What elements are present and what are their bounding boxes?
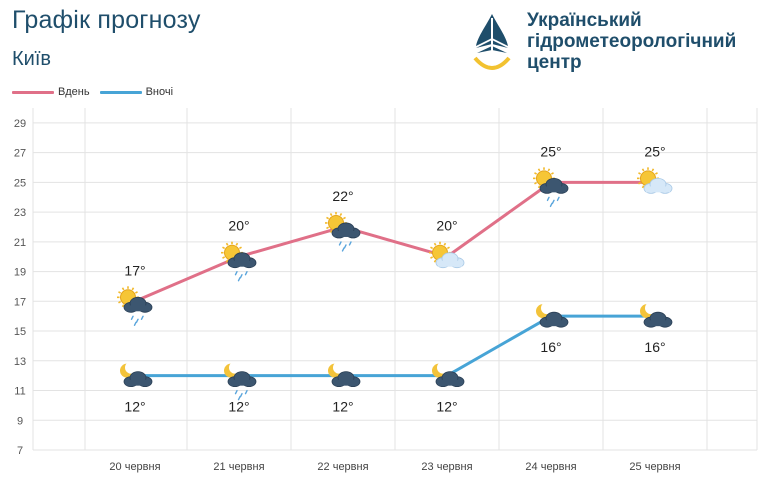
sun-cloud-icon [637,167,673,194]
legend-day-label: Вдень [58,86,90,98]
legend-day-swatch [12,90,54,94]
ukrhydromet-logo: Український гідрометеорологічний центр [462,8,762,78]
sun-cloud-rain-icon [117,286,153,327]
legend-day[interactable]: Вдень [12,86,90,98]
x-tick-label: 23 червня [421,461,472,473]
day-temp-label: 20° [436,218,457,234]
night-temp-label: 12° [332,399,353,415]
y-tick-label: 15 [14,326,26,338]
y-tick-label: 9 [17,415,23,427]
night-temp-label: 16° [540,339,561,355]
legend-night-swatch [99,90,142,94]
sun-cloud-rain-icon [533,167,569,208]
day-temperature-line [134,180,655,303]
chart-legend: Вдень Вночі [12,84,183,100]
y-tick-label: 17 [14,296,26,308]
moon-cloud-icon [328,361,361,388]
x-tick-label: 24 червня [525,461,576,473]
moon-cloud-icon [640,302,673,328]
x-tick-label: 22 червня [317,461,368,473]
y-tick-label: 7 [17,445,23,457]
logo-text: Український гідрометеорологічний центр [527,10,736,73]
legend-night[interactable]: Вночі [99,86,174,98]
y-tick-label: 13 [14,356,26,368]
y-tick-label: 29 [14,118,26,130]
x-tick-label: 25 червня [629,461,680,473]
y-tick-label: 21 [14,237,26,249]
city-name: Київ [12,48,52,70]
day-temp-label: 22° [332,188,353,204]
night-temp-label: 12° [228,399,249,415]
x-tick-label: 21 червня [213,461,264,473]
y-tick-label: 11 [14,386,25,398]
moon-cloud-rain-icon [224,361,257,401]
moon-cloud-icon [432,361,465,388]
drop-logo-icon [473,14,511,72]
night-temp-label: 12° [124,399,145,415]
logo-line-3: центр [527,52,582,73]
moon-cloud-icon [536,302,569,328]
moon-cloud-icon [120,361,153,388]
logo-line-2: гідрометеорологічний [527,31,737,52]
day-temp-label: 25° [540,143,561,159]
night-temperature-line [135,314,655,378]
day-temp-label: 20° [228,218,249,234]
page-title: Графік прогнозу [12,6,201,34]
day-temp-label: 17° [124,262,145,278]
legend-night-label: Вночі [145,86,174,98]
night-temp-label: 16° [644,339,665,355]
night-temp-label: 12° [436,399,457,415]
y-tick-label: 19 [14,267,26,279]
y-tick-label: 25 [14,177,26,189]
sun-cloud-icon [429,241,465,269]
x-tick-label: 20 червня [109,461,160,473]
sun-cloud-rain-icon [325,211,361,252]
logo-line-1: Український [527,10,642,31]
y-tick-label: 27 [14,148,26,160]
day-temp-label: 25° [644,143,665,159]
sun-cloud-rain-icon [221,241,257,282]
y-tick-label: 23 [14,207,26,219]
